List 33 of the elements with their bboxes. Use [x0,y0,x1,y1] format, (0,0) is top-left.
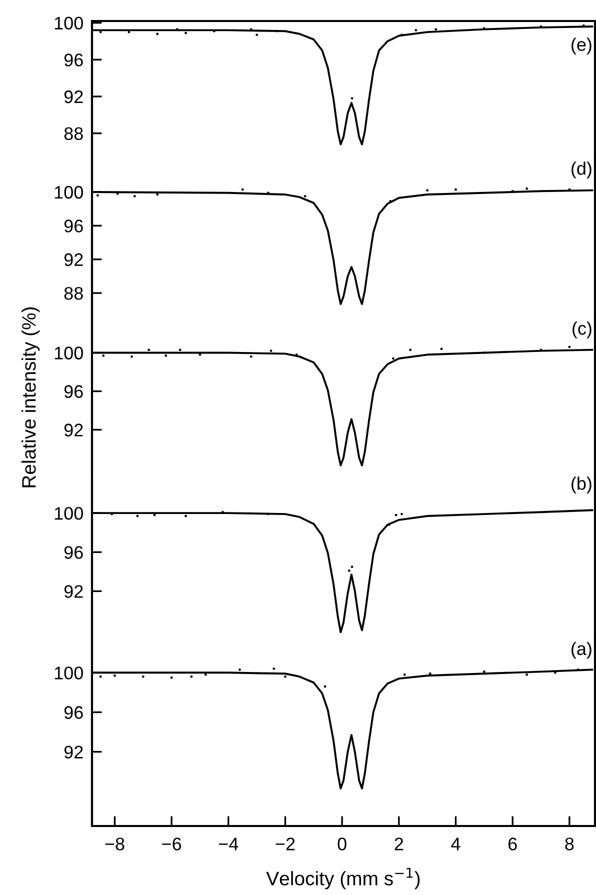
x-tick-label: 4 [451,838,460,850]
annotation: (e) [572,38,592,55]
annotation: (c) [572,322,592,338]
y-axis-title: Relative intensity (%) [22,307,40,488]
y-tick-label: 88 [64,286,83,300]
x-tick-label: −8 [105,838,124,850]
y-tick-label: 96 [64,546,83,559]
y-tick-label: 100 [54,346,83,360]
y-tick-label: 92 [64,746,83,759]
y-tick-label: 96 [64,385,83,398]
y-tick-label: 100 [54,16,83,30]
y-tick-label: 100 [54,507,83,520]
y-tick-label: 96 [64,706,83,719]
x-axis-title: Velocity (mm s$^{−1}$) [266,868,420,890]
y-tick-label: 92 [64,424,83,436]
y-tick-label: 96 [64,220,83,232]
y-tick-label: 92 [64,253,83,266]
annotation: (a) [572,642,592,659]
x-tick-label: 8 [565,838,574,850]
y-tick-label: 88 [64,127,83,140]
y-tick-label: 100 [54,186,83,199]
y-tick-label: 92 [64,585,83,598]
annotation: (b) [572,476,592,494]
y-tick-label: 96 [64,54,83,66]
y-tick-label: 92 [64,90,83,104]
x-tick-label: 0 [338,838,346,850]
x-tick-label: −2 [276,838,295,850]
x-tick-label: −4 [219,838,238,850]
x-tick-label: 2 [394,838,404,850]
annotation: (d) [572,162,592,178]
x-tick-label: −6 [162,838,182,850]
y-tick-label: 100 [54,666,83,680]
x-tick-label: 6 [508,838,517,850]
